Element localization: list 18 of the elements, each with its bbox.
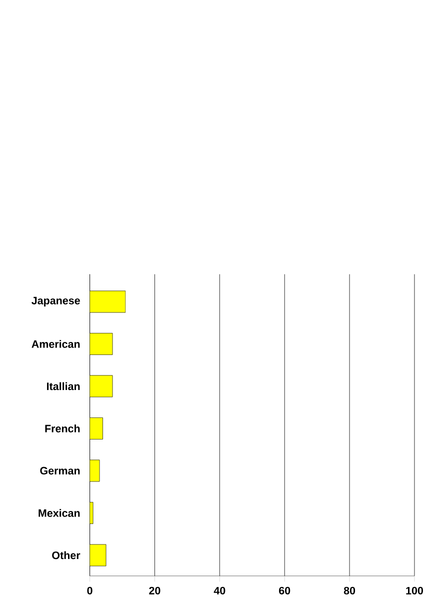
y-tick-label: American	[32, 340, 80, 348]
x-tick-label: 20	[149, 586, 160, 594]
x-tick-label: 40	[214, 586, 226, 594]
bar	[90, 332, 113, 355]
bar	[90, 290, 126, 313]
y-tick-label: German	[40, 466, 80, 475]
y-tick-label: French	[45, 424, 80, 432]
y-tick-label: Japanese	[32, 296, 80, 306]
bar	[90, 544, 106, 566]
bar	[90, 375, 113, 398]
x-tick-label: 100	[406, 586, 424, 594]
x-tick-label: 0	[87, 586, 93, 594]
y-tick-label: Itallian	[47, 382, 80, 390]
x-tick-label: 60	[279, 586, 290, 594]
x-tick-label: 80	[344, 586, 356, 594]
bar	[90, 418, 103, 440]
y-tick-label: Other	[52, 551, 80, 560]
y-tick-label: Mexican	[38, 509, 80, 517]
